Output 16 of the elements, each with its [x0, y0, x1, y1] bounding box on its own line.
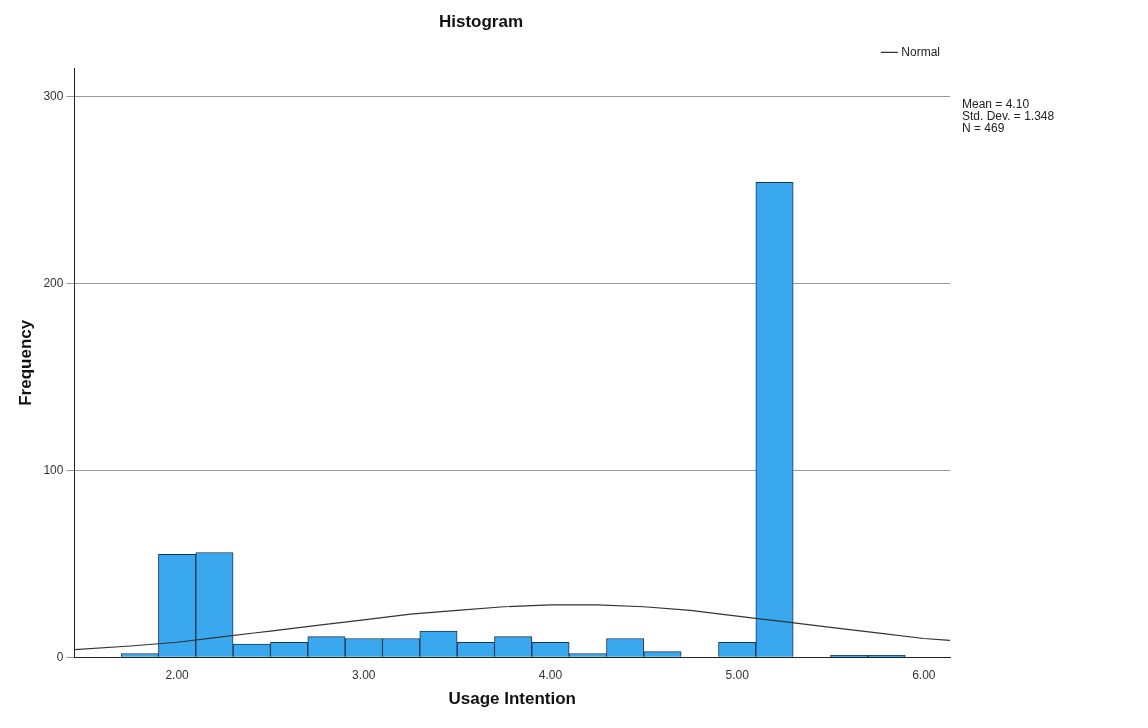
text: Mean = 4.10	[962, 96, 1030, 111]
x-tick-label: 3.00	[352, 667, 376, 682]
y-tick-label: 0	[56, 649, 64, 664]
chart-title: Histogram	[438, 11, 524, 31]
y-tick-label: 100	[43, 462, 64, 477]
x-tick-label: 6.00	[912, 667, 936, 682]
text: Std. Dev. = 1.348	[962, 108, 1055, 123]
y-tick-label: 200	[43, 275, 64, 290]
x-tick-label: 5.00	[725, 667, 750, 682]
legend-label: Normal	[901, 44, 940, 59]
y-axis-title: Frequency	[15, 319, 35, 406]
x-axis-title: Usage Intention	[448, 689, 576, 709]
text: N = 469	[962, 120, 1005, 135]
x-tick-label: 2.00	[165, 667, 190, 682]
x-tick-label: 4.00	[538, 667, 563, 682]
y-tick-label: 300	[43, 88, 64, 103]
